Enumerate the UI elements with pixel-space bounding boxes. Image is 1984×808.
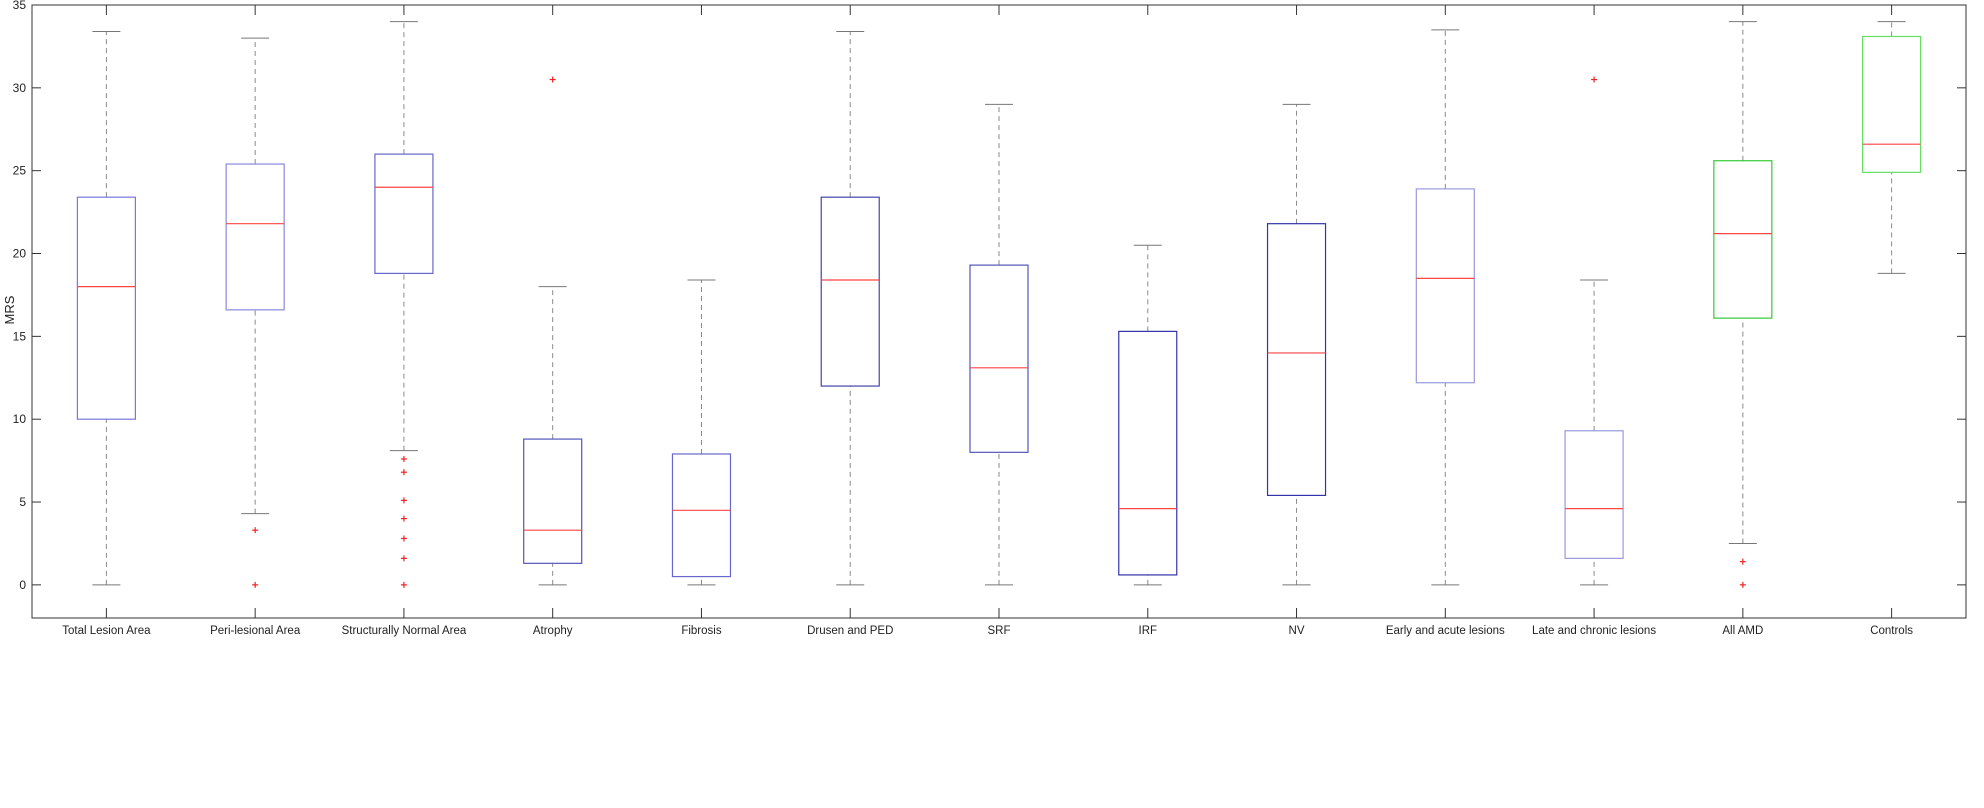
outlier-point: [400, 497, 407, 504]
y-tick-label: 15: [13, 329, 27, 343]
outlier-point: [400, 555, 407, 562]
box: [1862, 35, 1922, 173]
box: [523, 438, 583, 564]
x-tick-label: Fibrosis: [681, 625, 722, 637]
x-tick-label: All AMD: [1722, 625, 1763, 637]
x-tick-label: Drusen and PED: [807, 625, 893, 637]
x-tick-label: Total Lesion Area: [62, 625, 151, 637]
outlier-point: [400, 581, 407, 588]
box: [1564, 430, 1624, 559]
x-tick-label: IRF: [1139, 625, 1158, 637]
x-tick-label: Atrophy: [533, 625, 573, 637]
y-tick-label: 20: [13, 247, 27, 261]
x-tick-label: Controls: [1870, 625, 1913, 637]
outlier-point: [549, 76, 556, 83]
box: [225, 163, 285, 311]
y-tick-label: 35: [13, 0, 27, 12]
box: [1266, 223, 1327, 496]
box: [76, 196, 136, 420]
outlier-point: [252, 527, 259, 534]
outlier-point: [1739, 558, 1746, 565]
outlier-point: [1591, 76, 1598, 83]
x-tick-label: Structurally Normal Area: [342, 625, 467, 637]
y-tick-label: 10: [13, 412, 27, 426]
box: [1713, 160, 1773, 319]
y-tick-label: 30: [13, 81, 27, 95]
y-tick-label: 5: [19, 495, 26, 509]
box: [374, 153, 434, 274]
box: [820, 196, 880, 387]
x-tick-label: Early and acute lesions: [1386, 625, 1505, 637]
x-tick-label: Peri-lesional Area: [210, 625, 301, 637]
box: [671, 453, 732, 578]
y-tick-label: 0: [19, 578, 26, 592]
y-tick-label: 25: [13, 164, 27, 178]
box: [1118, 330, 1178, 576]
outlier-point: [252, 581, 259, 588]
x-tick-label: NV: [1289, 625, 1305, 637]
outlier-point: [400, 535, 407, 542]
outlier-point: [400, 469, 407, 476]
box: [1415, 188, 1475, 384]
x-tick-label: SRF: [988, 625, 1011, 637]
y-axis-label: MRS: [2, 295, 17, 324]
outlier-point: [400, 455, 407, 462]
outlier-point: [400, 515, 407, 522]
outlier-point: [1739, 581, 1746, 588]
box: [969, 264, 1029, 453]
x-tick-label: Late and chronic lesions: [1532, 625, 1656, 637]
